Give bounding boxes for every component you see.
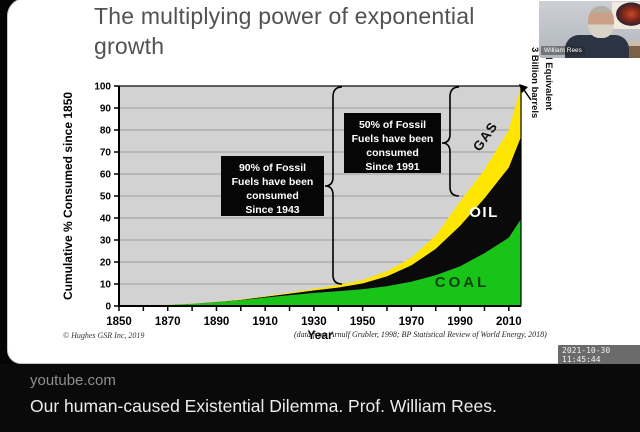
x-tick-label: 1890 — [204, 316, 230, 328]
y-tick-label: 0 — [105, 302, 111, 313]
webcam-overlay: William Rees — [539, 1, 640, 58]
coal-label: COAL — [435, 274, 490, 291]
right-axis-note-line1: 3 Billion barrels — [529, 47, 540, 119]
x-axis-title: Year — [307, 328, 333, 342]
x-tick-label: 1870 — [155, 316, 181, 328]
annotation-text: consumed — [366, 147, 419, 159]
y-tick-label: 80 — [100, 126, 112, 137]
annotation-text: 90% of Fossil — [239, 162, 306, 174]
brace-1943 — [324, 86, 343, 285]
y-tick-label: 50 — [100, 192, 112, 203]
annotation-text: consumed — [246, 190, 299, 202]
x-tick-label: 1930 — [301, 316, 327, 328]
data-source-note: (data from Arnulf Grubler, 1998; BP Stat… — [294, 330, 547, 339]
y-tick-label: 90 — [100, 104, 112, 115]
annotation-text: Since 1991 — [365, 161, 419, 173]
corner-arrow-line — [523, 89, 532, 101]
fossil-chart: 0 10 20 30 40 50 60 70 80 90 100 1850 1870 1890 1910 19… — [61, 82, 532, 342]
annotation-text: 50% of Fossil — [359, 119, 426, 131]
annotation-box — [344, 113, 441, 173]
y-tick-label: 100 — [94, 82, 111, 93]
x-tick-label: 1990 — [447, 316, 473, 328]
speaker-torso — [565, 35, 629, 58]
video-title: Our human-caused Existential Dilemma. Pr… — [30, 396, 497, 416]
recording-timestamp: 2021-10-30 11:45:44 — [558, 345, 640, 365]
x-tick-label: 2010 — [496, 316, 522, 328]
y-tick-label: 20 — [100, 258, 112, 269]
right-axis-note: 3 Billion barrels Oil Equivalent — [527, 47, 555, 157]
site-url: youtube.com — [30, 372, 116, 389]
annotation-text: Fuels have been — [232, 176, 314, 188]
annotation-box — [221, 156, 324, 216]
webcam-name-label: William Rees — [541, 46, 585, 55]
x-tick-label: 1950 — [350, 316, 376, 328]
x-tick-label: 1910 — [252, 316, 278, 328]
gas-area — [119, 86, 521, 306]
y-axis-title: Cumulative % Consumed since 1850 — [61, 92, 75, 300]
y-tick-label: 40 — [100, 214, 112, 225]
x-tick-label: 1970 — [399, 316, 425, 328]
y-tick-label: 10 — [100, 280, 112, 291]
right-axis-note-line2: Oil Equivalent — [543, 47, 554, 111]
annotation-text: Fuels have been — [352, 133, 434, 145]
coal-area — [119, 219, 521, 306]
copyright-note: © Hughes GSR Inc, 2019 — [63, 331, 145, 340]
oil-label: OIL — [469, 204, 499, 221]
oil-area — [119, 136, 521, 306]
x-tick-label: 1850 — [106, 316, 132, 328]
link-preview[interactable]: youtube.com Our human-caused Existential… — [0, 364, 640, 432]
speaker-face — [588, 6, 614, 38]
slide-title: The multiplying power of exponential gro… — [94, 3, 475, 59]
y-tick-label: 70 — [100, 148, 112, 159]
corner-arrow-head — [519, 84, 528, 93]
y-tick-label: 30 — [100, 236, 112, 247]
annotation-text: Since 1943 — [245, 204, 299, 216]
y-tick-label: 60 — [100, 170, 112, 181]
wall-art — [612, 2, 640, 29]
brace-1991 — [441, 86, 460, 197]
video-frame[interactable]: The multiplying power of exponential gro… — [7, 0, 640, 365]
